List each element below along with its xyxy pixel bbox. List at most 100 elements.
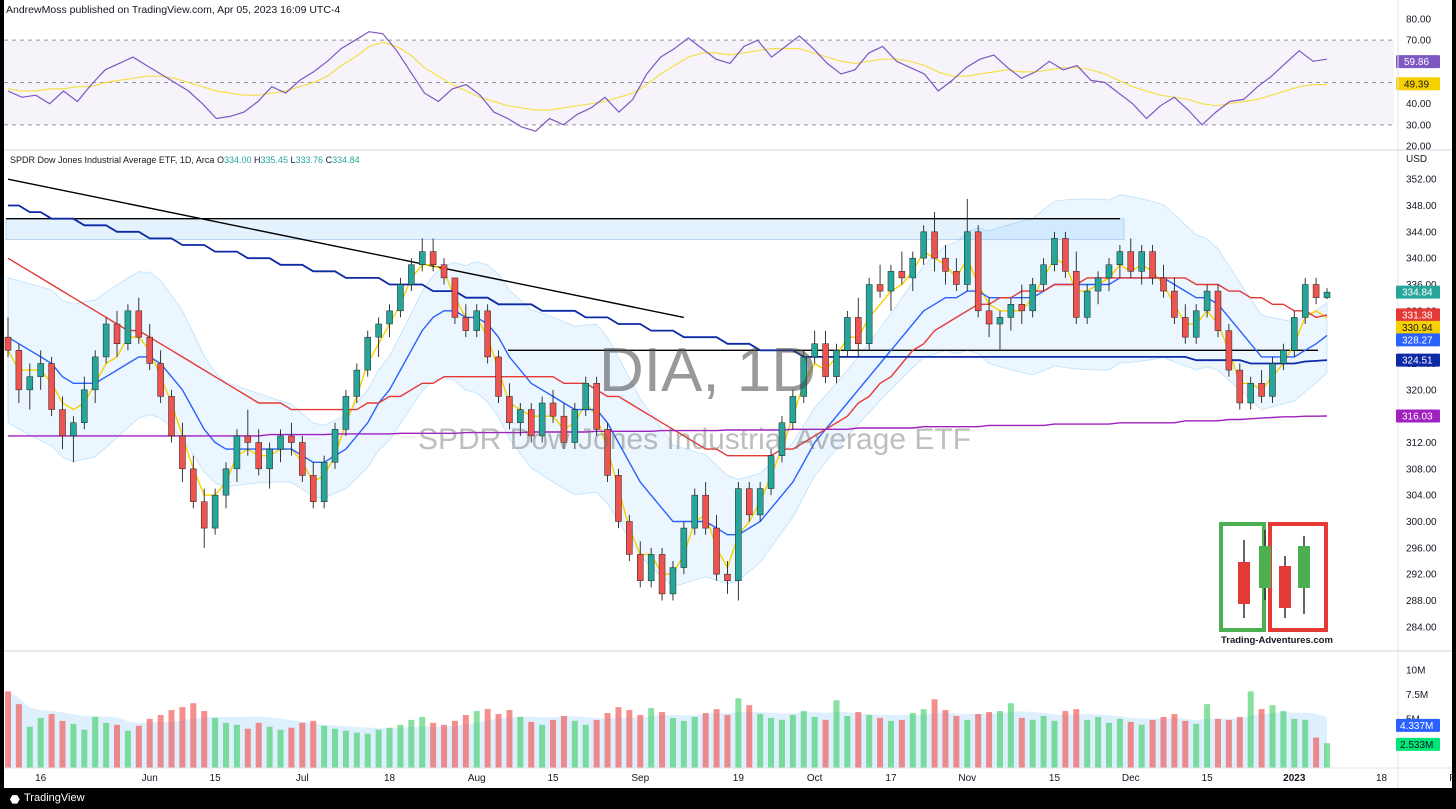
volume-bar: [473, 711, 480, 768]
volume-bar: [1182, 720, 1189, 768]
rsi-tick-label: 40.00: [1406, 99, 1431, 110]
candle-body: [615, 475, 622, 522]
rsi-line: [7, 31, 1328, 132]
candle-body: [724, 573, 731, 582]
volume-bar: [1324, 743, 1330, 768]
candle-body: [865, 284, 873, 344]
volume-tick-label: 10M: [1406, 665, 1425, 676]
candle-body: [636, 554, 644, 582]
candle-body: [778, 422, 786, 456]
chart-canvas[interactable]: 80.0070.0060.0050.0040.0030.0020.0059.86…: [0, 0, 1456, 788]
volume-bar: [866, 714, 873, 768]
volume-bar: [680, 720, 687, 768]
volume-bar: [255, 722, 262, 768]
candle-body: [844, 317, 851, 351]
volume-badge: [1396, 737, 1440, 751]
candle-body: [538, 402, 546, 437]
candle-body: [1149, 251, 1156, 279]
volume-bar: [408, 719, 415, 768]
price-tick-label: 288.00: [1406, 596, 1437, 607]
candle-body: [1073, 271, 1080, 318]
candle-body: [746, 488, 753, 516]
volume-bar: [451, 720, 458, 768]
candle-body: [942, 257, 949, 272]
candle-body: [113, 323, 121, 344]
rsi-value-text-rsi: 59.86: [1404, 57, 1429, 68]
volume-badge-text: 2.533M: [1400, 740, 1433, 751]
rsi-tick-label: 80.00: [1406, 15, 1431, 26]
volume-bar: [430, 722, 437, 768]
candle-body: [1062, 238, 1069, 272]
rsi-tick-label: 20.00: [1406, 142, 1431, 153]
volume-bar: [964, 719, 971, 768]
volume-bar: [332, 728, 339, 768]
legend-part-2: 334.00: [224, 155, 254, 165]
time-tick-label: Oct: [807, 773, 823, 784]
candle-body: [364, 336, 371, 371]
volume-bar: [419, 716, 426, 768]
candle-body: [985, 310, 993, 325]
time-tick-label: Feb: [1449, 773, 1456, 784]
footer-brand[interactable]: TradingView: [24, 792, 85, 804]
volume-bar: [495, 714, 502, 768]
candle-body: [582, 383, 589, 410]
candle-body: [560, 415, 568, 443]
volume-bar: [342, 730, 349, 768]
candle-body: [91, 356, 99, 391]
volume-bar: [299, 722, 306, 768]
volume-bar: [833, 700, 840, 768]
volume-bar: [920, 709, 927, 768]
logo-candle-3: [1279, 566, 1291, 608]
candle-body: [495, 356, 502, 397]
candle-body: [1301, 284, 1309, 318]
volume-bar: [953, 715, 960, 768]
candle-body: [146, 336, 153, 364]
candle-body: [767, 455, 775, 489]
volume-bar: [506, 710, 513, 768]
volume-bar: [887, 720, 894, 768]
price-tick-label: 336.00: [1406, 280, 1437, 291]
volume-bar: [353, 732, 360, 768]
candle-body: [1018, 304, 1026, 312]
time-tick-label: 15: [210, 773, 222, 784]
time-axis: 16 Jun 15 Jul 18 Aug 15 Sep 19 Oct 17 Nov 15 Dec 15 202…: [4, 767, 1456, 784]
ema8-badge: [1396, 320, 1440, 334]
candle-body: [1291, 317, 1298, 351]
legend-part-1: O: [217, 155, 224, 165]
volume-bar: [615, 707, 622, 768]
candle-body: [342, 396, 350, 430]
volume-bar: [539, 724, 546, 768]
tradingview-logo-icon[interactable]: ⬣: [10, 794, 20, 806]
candle-body: [1312, 284, 1320, 298]
volume-bar: [135, 725, 142, 768]
volume-bar: [15, 704, 22, 768]
candle-body: [102, 323, 110, 358]
candle-body: [1269, 363, 1276, 397]
time-tick-label: 2023: [1283, 773, 1306, 784]
volume-bar: [288, 727, 295, 768]
price-tick-label: 348.00: [1406, 201, 1437, 212]
candle-body: [1192, 310, 1200, 338]
footer-bar: ⬣ TradingView: [0, 788, 1456, 809]
legend-part-6: 333.76: [296, 155, 326, 165]
volume-bar: [1171, 714, 1178, 768]
candle-body: [484, 310, 491, 358]
price-pane: USD352.00348.00344.00340.00336.00332.003…: [4, 0, 1452, 788]
volume-bar: [124, 730, 131, 768]
candle-body: [713, 527, 720, 575]
logo-candle-4: [1298, 546, 1310, 588]
volume-bar: [1225, 719, 1232, 768]
volume-bar: [266, 726, 273, 768]
volume-bar: [1127, 721, 1134, 768]
candle-body: [756, 488, 764, 516]
candle-body: [375, 323, 382, 338]
volume-bar: [1204, 704, 1211, 768]
logo-text: Trading-Adventures.com: [1221, 635, 1333, 646]
publisher-header: AndrewMoss published on TradingView.com,…: [6, 4, 341, 16]
ema21-badge: [1396, 333, 1440, 347]
volume-bar: [1073, 709, 1080, 768]
volume-bar: [789, 714, 796, 768]
candle-body: [288, 435, 295, 443]
candle-body: [320, 462, 328, 502]
candle-body: [222, 468, 230, 496]
